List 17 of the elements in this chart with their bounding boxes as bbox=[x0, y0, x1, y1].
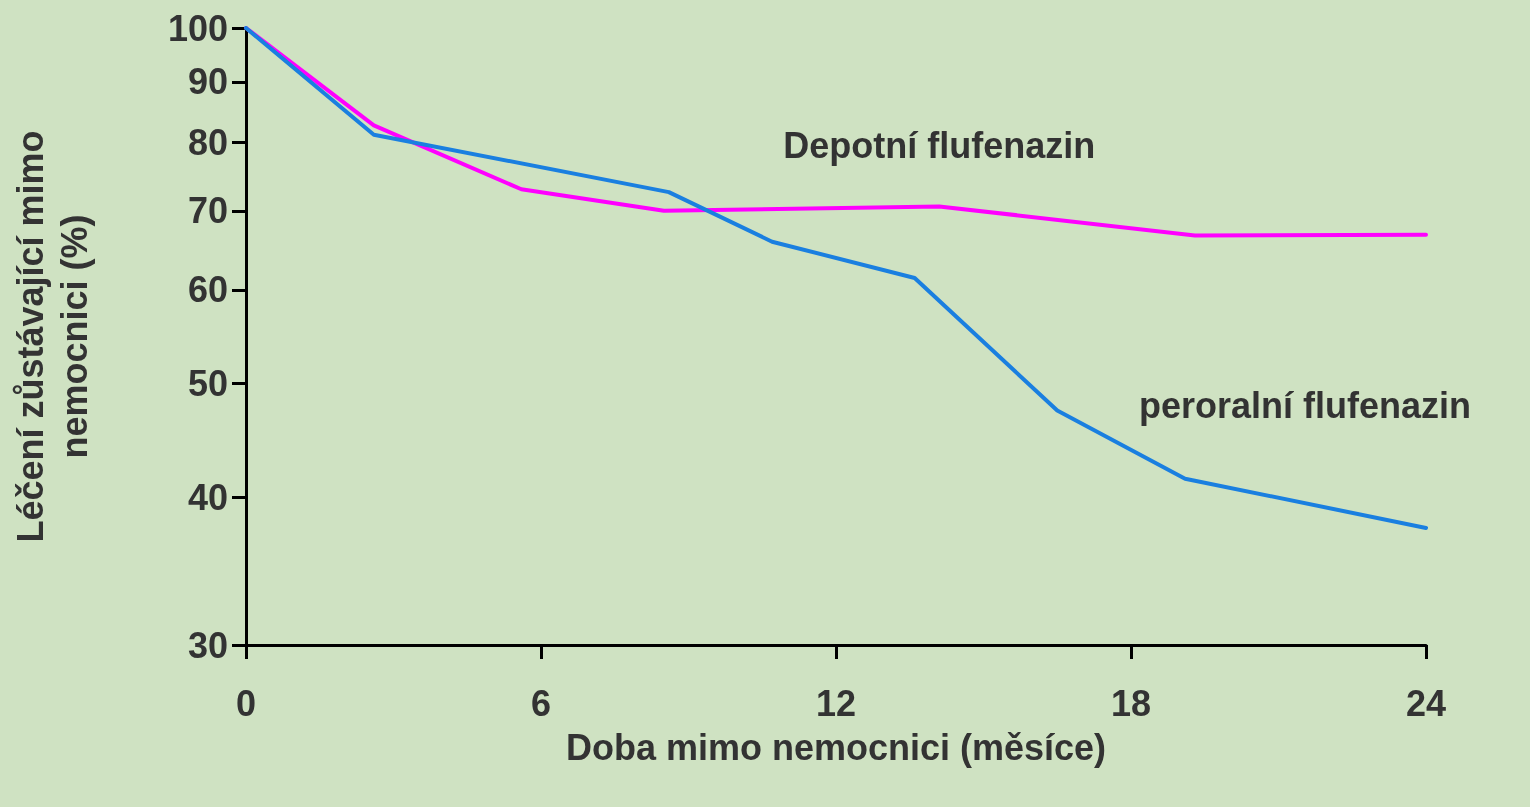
x-tick-label: 0 bbox=[235, 682, 257, 724]
y-tick-label: 80 bbox=[187, 121, 228, 163]
x-tick-label: 6 bbox=[530, 682, 552, 724]
y-tick-label: 60 bbox=[187, 269, 228, 311]
series-label: Depotní flufenazin bbox=[783, 124, 1096, 166]
x-tick-label: 24 bbox=[1405, 682, 1447, 724]
x-tick-label: 12 bbox=[815, 682, 857, 724]
y-tick-label: 90 bbox=[187, 61, 228, 103]
y-axis-title: Léčení zůstávající mimo nemocnici (%) bbox=[9, 130, 95, 543]
y-tick-label: 70 bbox=[187, 190, 228, 232]
y-tick-label: 30 bbox=[187, 624, 228, 666]
y-tick-label: 50 bbox=[187, 362, 228, 404]
y-tick-label: 40 bbox=[187, 477, 228, 519]
series-label: peroralní flufenazin bbox=[1139, 385, 1472, 427]
x-tick-label: 18 bbox=[1110, 682, 1152, 724]
y-tick-label: 100 bbox=[167, 7, 228, 49]
x-axis-title: Doba mimo nemocnici (měsíce) bbox=[565, 727, 1107, 769]
